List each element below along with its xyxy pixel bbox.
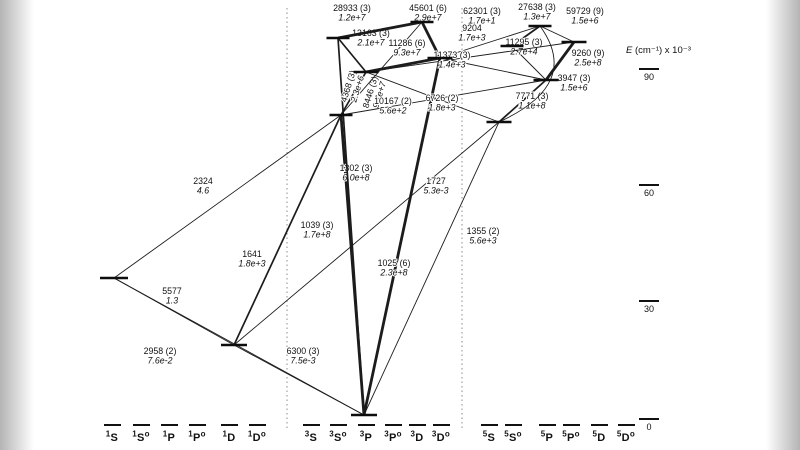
transition-line-13163 [337, 37, 367, 73]
transition-label-11373: 11373 (3) 1.4e+3 [433, 50, 470, 70]
transition-label-5577: 5577 1.3 [162, 286, 182, 306]
transition-line-10167 [340, 79, 547, 116]
transition-label-1025: 1025 (6) 2.3e+8 [378, 258, 411, 278]
transition-label-10167: 10167 (2) 5.6e+2 [374, 96, 412, 116]
transition-line-45601 [420, 21, 442, 59]
transition-label-6726: 6726 (2) 1.8e+3 [426, 93, 459, 113]
transition-label-62301: 62301 (3) 1.7e+1 [463, 6, 501, 26]
transition-label-28933: 28933 (3) 1.2e+7 [333, 3, 371, 23]
transition-label-45601: 45601 (6) 2.9e+7 [409, 3, 447, 23]
transition-label-1355: 1355 (2) 5.6e+3 [467, 226, 500, 246]
transition-label-3947: 3947 (3) 1.5e+6 [558, 73, 591, 93]
transition-line-11295 [511, 45, 547, 81]
transition-label-9260: 9260 (9) 2.5e+8 [572, 48, 605, 68]
transition-line-9260 [544, 41, 576, 81]
transition-line-1727 [233, 121, 500, 346]
transition-line-9204 [439, 57, 547, 81]
transition-label-2958: 2958 (2) 7.6e-2 [144, 346, 177, 366]
transition-line-11286 [365, 56, 441, 74]
transition-label-2324: 2324 4.6 [193, 176, 213, 196]
transition-label-1302: 1302 (3) 6.0e+8 [340, 163, 373, 183]
transition-line-6726 [365, 71, 500, 123]
transition-label-7771: 7771 (3) 1.1e+8 [516, 91, 549, 111]
transition-line-1025 [362, 57, 442, 416]
transition-line-8446 [340, 71, 367, 116]
transition-line-11373 [365, 41, 575, 73]
transition-line-1641 [233, 114, 342, 346]
transition-line-7771 [498, 79, 547, 123]
transition-line-1039 [337, 37, 365, 416]
transition-label-59729: 59729 (9) 1.5e+6 [566, 6, 604, 26]
transition-label-11286: 11286 (6) 9.3e+7 [388, 38, 425, 58]
transition-label-9204: 9204 1.7e+3 [458, 23, 485, 43]
transition-line-2324 [113, 114, 342, 279]
transition-label-6300: 6300 (3) 7.5e-3 [287, 346, 320, 366]
transition-line-59729 [539, 25, 575, 43]
transition-line-62301 [439, 25, 541, 59]
transition-label-1641: 1641 1.8e+3 [238, 249, 265, 269]
transition-label-1727: 1727 5.3e-3 [424, 176, 449, 196]
transition-line-28933 [337, 20, 423, 40]
transition-label-1039: 1039 (3) 1.7e+8 [301, 220, 334, 240]
transition-line-5577 [113, 277, 235, 346]
transition-line-27638 [511, 25, 541, 47]
transition-label-27638: 27638 (3) 1.3e+7 [518, 2, 556, 22]
transition-line-1355 [363, 121, 500, 416]
transition-label-11295: 11295 (3) 2.7e+4 [505, 37, 542, 57]
